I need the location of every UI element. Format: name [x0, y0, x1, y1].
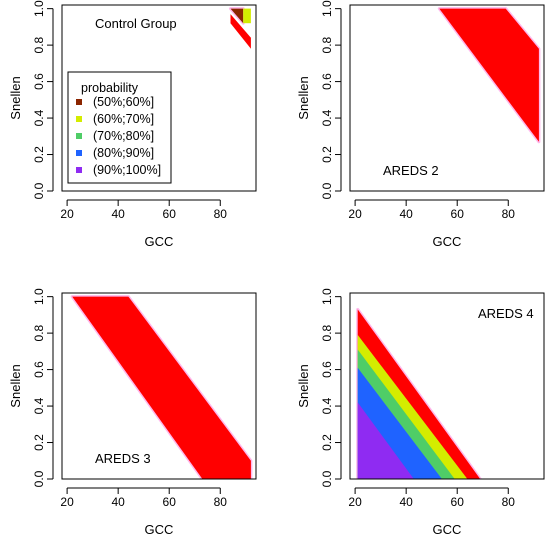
x-axis: 20 40 60 80	[60, 199, 228, 221]
heatmap-band	[357, 402, 414, 479]
plot-area	[229, 7, 251, 49]
x-tick-label: 20	[348, 495, 362, 509]
y-tick-label: 0.0	[32, 182, 46, 199]
heatmap-bands	[70, 295, 253, 479]
plot-frame	[349, 4, 545, 192]
legend-item-label: (50%;60%]	[93, 95, 154, 109]
y-tick-label: 0.8	[32, 36, 46, 53]
panel-areds-3: 20 40 60 80 0.00.20.40.60.81.0 GCC Snellen …	[8, 288, 257, 537]
x-tick-label: 60	[451, 495, 465, 509]
panel-areds-2: 20 40 60 80 0.00.20.40.60.81.0 GCC Snellen …	[296, 0, 545, 249]
y-tick-label: 1.0	[320, 288, 334, 305]
y-tick-label: 0.2	[320, 146, 334, 163]
legend-swatch	[76, 133, 82, 139]
y-tick-label: 0.6	[320, 361, 334, 378]
y-tick-label: 0.6	[32, 361, 46, 378]
legend-swatch	[76, 116, 82, 122]
x-tick-label: 20	[60, 495, 74, 509]
y-axis: 0.0 0.2 0.4 0.6 0.8 1.0	[32, 288, 54, 487]
legend-swatch	[76, 167, 82, 173]
legend-title: probability	[81, 81, 139, 95]
legend-box	[67, 71, 172, 184]
plot-frame	[61, 292, 257, 480]
heatmap-bands	[229, 7, 251, 49]
y-tick-label: 0.6	[32, 73, 46, 90]
y-axis: 0.0 0.2 0.4 0.6 0.8 1.0	[320, 288, 342, 487]
x-tick-label: 40	[399, 495, 413, 509]
x-axis: 20 40 60 80	[348, 487, 516, 509]
heatmap-band	[72, 296, 251, 479]
plot-frame	[61, 4, 257, 192]
x-tick-label: 40	[111, 495, 125, 509]
panel-label: AREDS 3	[95, 451, 151, 466]
heatmap-band	[439, 8, 539, 142]
y-tick-label: 1.0	[320, 0, 334, 17]
y-tick-label: 0.2	[32, 146, 46, 163]
legend-item-label: (60%;70%]	[93, 112, 154, 126]
heatmap-bands	[437, 7, 541, 144]
panel-areds-4: 20 40 60 80 0.00.20.40.60.81.0 GCC Snellen …	[296, 288, 545, 537]
x-tick-label: 40	[399, 207, 413, 221]
y-tick-label: 0.4	[320, 397, 334, 414]
x-axis: 20 40 60 80	[60, 487, 228, 509]
plot-area	[437, 7, 541, 144]
y-tick-label: 1.0	[32, 288, 46, 305]
y-tick-label: 1.0	[32, 0, 46, 17]
y-tick-label: 0.8	[320, 324, 334, 341]
y-axis: 0.0 0.2 0.4 0.6 0.8 1.0	[320, 0, 342, 199]
heatmap-band	[243, 8, 251, 24]
plot-area	[356, 307, 482, 479]
y-axis-label: Snellen	[296, 76, 311, 119]
x-axis-label: GCC	[145, 234, 174, 249]
legend: probability (50%;60%] (60%;70%] (70%;80%] (…	[67, 71, 172, 184]
y-tick-label: 0.8	[32, 324, 46, 341]
y-tick-label: 0.6	[320, 73, 334, 90]
x-tick-label: 80	[214, 207, 228, 221]
x-axis-label: GCC	[433, 522, 462, 537]
x-tick-label: 80	[502, 495, 516, 509]
y-tick-label: 0.0	[32, 470, 46, 487]
x-axis: 20 40 60 80	[348, 199, 516, 221]
legend-swatch	[76, 150, 82, 156]
y-tick-label: 0.4	[320, 109, 334, 126]
panel-control-group: 20 40 60 80 0.00.20.40.60.81.0 GCC Snellen …	[8, 0, 257, 249]
x-axis-label: GCC	[433, 234, 462, 249]
x-tick-label: 40	[111, 207, 125, 221]
panel-label: AREDS 2	[383, 163, 439, 178]
legend-item-label: (90%;100%]	[93, 163, 161, 177]
heatmap-band	[230, 8, 244, 24]
x-tick-label: 80	[502, 207, 516, 221]
legend-swatch	[76, 99, 82, 105]
plot-frame	[349, 292, 545, 480]
x-tick-label: 60	[451, 207, 465, 221]
plot-area	[70, 295, 253, 479]
legend-item-label: (70%;80%]	[93, 129, 154, 143]
y-axis-label: Snellen	[296, 364, 311, 407]
y-tick-label: 0.0	[320, 182, 334, 199]
x-tick-label: 60	[163, 207, 177, 221]
x-tick-label: 20	[60, 207, 74, 221]
y-axis: 0.0 0.2 0.4 0.6 0.8 1.0	[32, 0, 54, 199]
y-tick-label: 0.2	[32, 434, 46, 451]
panel-label: AREDS 4	[478, 306, 534, 321]
y-axis-label: Snellen	[8, 364, 23, 407]
heatmap-band	[230, 14, 251, 49]
panel-label: Control Group	[95, 16, 177, 31]
x-tick-label: 60	[163, 495, 177, 509]
x-axis-label: GCC	[145, 522, 174, 537]
heatmap-bands	[356, 307, 482, 479]
x-tick-label: 80	[214, 495, 228, 509]
y-tick-label: 0.2	[320, 434, 334, 451]
legend-item-label: (80%;90%]	[93, 146, 154, 160]
x-tick-label: 20	[348, 207, 362, 221]
y-axis-label: Snellen	[8, 76, 23, 119]
y-tick-label: 0.0	[320, 470, 334, 487]
y-tick-label: 0.4	[32, 397, 46, 414]
y-tick-label: 0.4	[32, 109, 46, 126]
y-tick-label: 0.8	[320, 36, 334, 53]
